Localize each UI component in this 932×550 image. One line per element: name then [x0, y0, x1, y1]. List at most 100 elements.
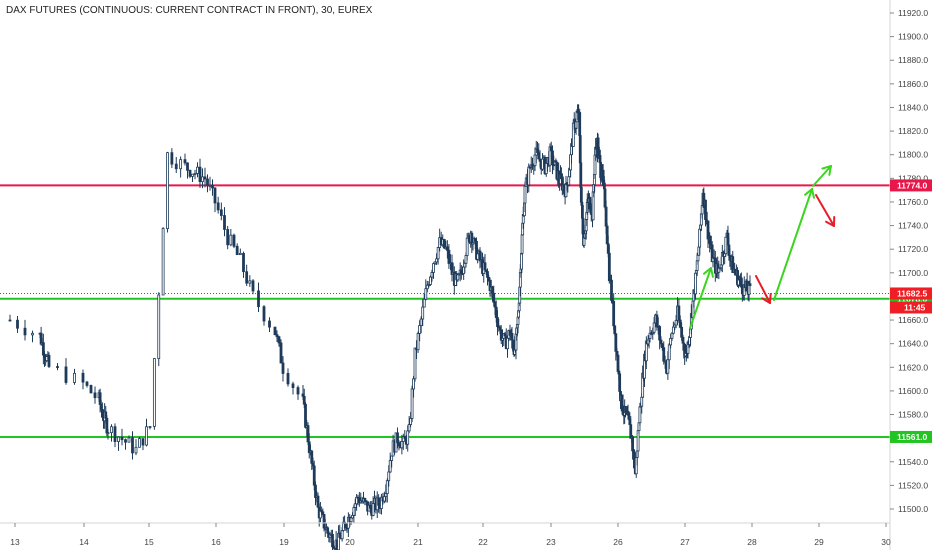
- projection-arrow[interactable]: [773, 188, 815, 301]
- candle-body: [407, 424, 411, 432]
- candle: [671, 321, 675, 335]
- candle: [134, 439, 138, 456]
- price-tick-label: 11600.0: [898, 386, 928, 396]
- candle-body: [418, 325, 422, 334]
- candle-body: [671, 326, 675, 334]
- candle-body: [302, 395, 306, 405]
- candle: [401, 433, 405, 450]
- candle-body: [152, 358, 156, 427]
- candle: [16, 316, 19, 334]
- candle-body: [674, 319, 678, 326]
- candle: [141, 438, 145, 451]
- candle-body: [487, 276, 491, 281]
- candle-body: [275, 334, 279, 338]
- candle-body: [670, 332, 674, 339]
- candle: [120, 428, 124, 446]
- candle: [413, 347, 417, 382]
- time-axis[interactable]: 13 14 15 16 19 20 21 22 23 26 27 28 29 30: [10, 523, 891, 547]
- candle-body: [396, 432, 399, 444]
- candle-body: [612, 300, 616, 327]
- candle-body: [349, 517, 353, 523]
- candle: [262, 305, 266, 326]
- arrow-head: [703, 267, 714, 278]
- price-tick-label: 11820.0: [898, 126, 928, 136]
- candle-body: [245, 271, 249, 284]
- candle: [387, 465, 391, 487]
- price-tick-label: 11860.0: [898, 79, 928, 89]
- candle: [416, 331, 420, 353]
- candle-body: [268, 320, 271, 328]
- candle-body: [131, 437, 134, 454]
- projection-arrow[interactable]: [815, 194, 836, 227]
- candle-body: [277, 336, 281, 344]
- candle-body: [31, 332, 34, 336]
- candle: [385, 478, 389, 503]
- candle-body: [493, 301, 497, 308]
- projection-arrow[interactable]: [755, 275, 772, 304]
- candle-body: [666, 359, 670, 374]
- candle-body: [447, 249, 451, 264]
- price-axis[interactable]: 11500.011520.011540.011560.011580.011600…: [890, 8, 928, 514]
- candle: [208, 176, 212, 191]
- candle-body: [188, 169, 192, 177]
- candle-body: [397, 442, 401, 447]
- candle-body: [390, 455, 394, 461]
- projection-arrow[interactable]: [689, 267, 714, 329]
- candle: [85, 380, 89, 388]
- candle-body: [413, 347, 417, 380]
- candle-body: [368, 504, 372, 509]
- candle: [152, 358, 156, 430]
- candle: [232, 233, 236, 249]
- candle: [89, 384, 93, 394]
- candle: [8, 314, 12, 322]
- candle: [174, 156, 178, 174]
- candle-body: [496, 317, 499, 328]
- candle: [406, 425, 410, 452]
- candle-body: [669, 337, 673, 346]
- candle-body: [640, 396, 644, 407]
- candle-body: [314, 484, 317, 498]
- current-price-tag: [890, 287, 932, 300]
- candle-body: [613, 325, 617, 335]
- projection-arrow[interactable]: [812, 165, 832, 187]
- candle: [179, 156, 183, 178]
- level-lines-layer: [0, 184, 890, 438]
- time-tick-label: 14: [79, 537, 89, 547]
- candle-body: [409, 418, 413, 425]
- candle-body: [371, 503, 375, 516]
- candle-body: [312, 465, 316, 486]
- candle: [447, 244, 451, 269]
- candle-body: [506, 337, 509, 350]
- candle-body: [291, 383, 295, 388]
- candle-body: [660, 343, 664, 349]
- price-tick-label: 11760.0: [898, 197, 928, 207]
- candle: [198, 158, 202, 188]
- candle-body: [523, 185, 527, 204]
- candle-body: [16, 319, 19, 329]
- candle-body: [410, 388, 414, 419]
- candle-body: [662, 347, 666, 362]
- candle-body: [47, 354, 51, 367]
- time-tick-label: 26: [613, 537, 623, 547]
- candle-body: [680, 326, 684, 338]
- candle-body: [23, 327, 27, 336]
- candle: [338, 524, 342, 538]
- candle: [268, 317, 271, 332]
- candle-body: [203, 176, 207, 180]
- candle: [430, 269, 434, 282]
- candle-body: [406, 430, 410, 445]
- candle: [531, 157, 534, 170]
- candle: [544, 163, 548, 177]
- candle-body: [113, 426, 117, 442]
- candle: [193, 169, 197, 180]
- candle-body: [486, 271, 489, 278]
- candle-body: [316, 495, 320, 508]
- arrows-layer: [689, 165, 836, 329]
- time-tick-label: 23: [546, 537, 556, 547]
- candle-body: [286, 373, 290, 385]
- candle-body: [161, 228, 165, 296]
- candle: [191, 173, 194, 183]
- candle-body: [551, 150, 554, 166]
